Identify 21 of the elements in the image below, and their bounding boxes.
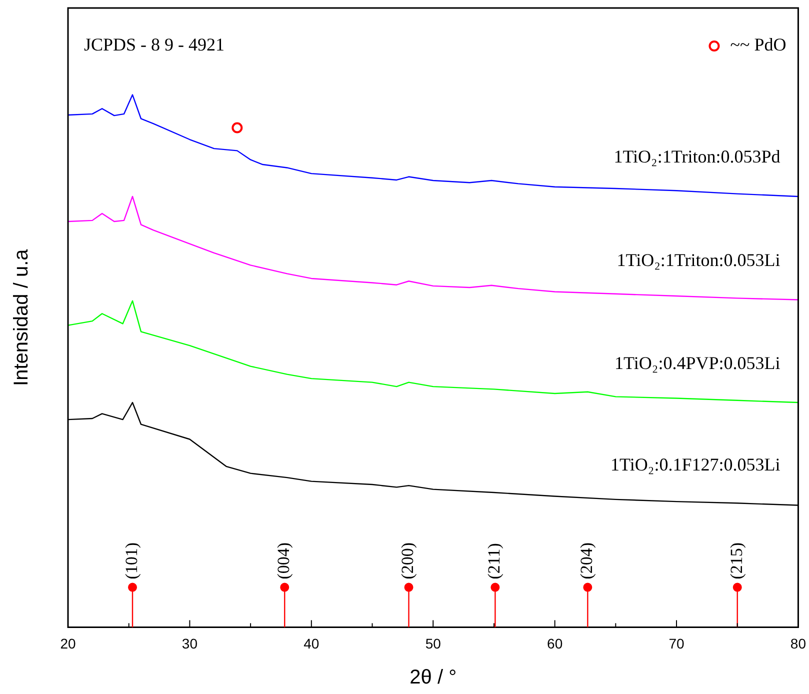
x-tick-label: 40	[304, 635, 320, 652]
x-tick-label: 70	[668, 635, 685, 652]
annotation: (004)	[274, 542, 294, 580]
annotation: (101)	[122, 542, 141, 580]
x-tick-label: 60	[547, 635, 563, 652]
series-label: 1TiO₂:0.1F127:0.053Li	[610, 454, 780, 475]
x-tick-label: 80	[790, 635, 806, 652]
x-tick-label: 20	[60, 635, 76, 652]
text: JCPDS - 8 9 - 4921	[84, 34, 225, 55]
y-axis-title: Intensidad / u.a	[10, 248, 33, 386]
series-label: 1TiO₂:0.4PVP:0.053Li	[614, 352, 780, 373]
annotation: (215)	[726, 542, 746, 580]
annotation: (211)	[484, 543, 504, 580]
x-tick-label: 50	[425, 635, 442, 652]
x-tick-label: 30	[182, 635, 198, 652]
legend-label: ~~ PdO	[730, 34, 786, 55]
series-label: 1TiO₂:1Triton:0.053Pd	[614, 146, 780, 166]
series-label: 1TiO₂:1Triton:0.053Li	[616, 250, 780, 270]
x-axis-title: 2θ / °	[410, 666, 457, 689]
annotation: (200)	[398, 542, 418, 580]
annotation: (204)	[577, 542, 596, 580]
